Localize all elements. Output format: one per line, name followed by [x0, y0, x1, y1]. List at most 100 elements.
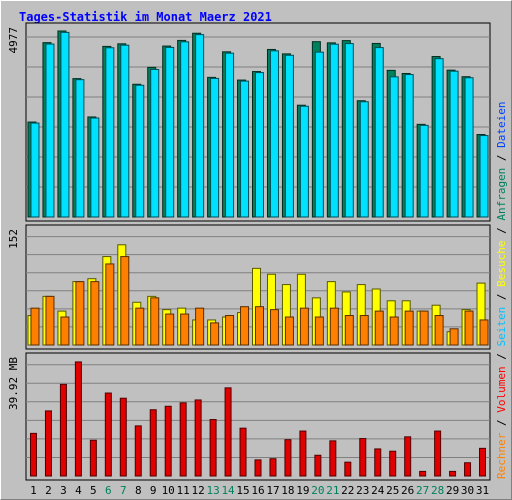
bar-dateien-10	[165, 46, 175, 218]
x-tick-label: 27	[416, 484, 429, 497]
legend-item-besuche: Besuche	[495, 241, 508, 287]
bar-volumen-12	[194, 399, 202, 477]
bar-seiten-26	[404, 310, 414, 346]
x-tick-label: 3	[60, 484, 67, 497]
bar-volumen-3	[59, 383, 67, 477]
bar-dateien-17	[269, 50, 279, 218]
bar-seiten-18	[284, 316, 294, 346]
x-tick-label: 2	[45, 484, 52, 497]
bar-dateien-21	[329, 43, 339, 218]
bar-seiten-5	[90, 281, 100, 346]
bar-dateien-20	[314, 51, 324, 218]
bar-volumen-26	[404, 436, 412, 477]
y-axis-max-label: 4977	[7, 27, 20, 54]
bar-volumen-22	[344, 461, 352, 477]
bar-volumen-21	[329, 440, 337, 477]
bar-seiten-25	[389, 316, 399, 346]
x-tick-label: 24	[371, 484, 385, 497]
bar-volumen-25	[389, 450, 397, 477]
x-tick-label: 8	[135, 484, 142, 497]
bar-volumen-2	[44, 410, 52, 477]
x-tick-label: 26	[401, 484, 414, 497]
bar-dateien-22	[344, 43, 354, 218]
x-tick-label: 16	[251, 484, 264, 497]
bar-dateien-13	[210, 77, 220, 218]
bar-volumen-18	[284, 439, 292, 477]
x-axis-tick-labels: 1 2 3 4 5 6 7 8 9 10 11 12 13 14 15 16 17 18 19 20 21 22 23 24 2…	[30, 484, 489, 497]
x-tick-label: 23	[356, 484, 369, 497]
legend-item-volumen: Volumen	[495, 366, 508, 412]
bar-dateien-14	[225, 52, 235, 218]
bar-seiten-24	[374, 310, 384, 346]
bar-seiten-10	[165, 313, 175, 346]
bar-volumen-5	[89, 439, 97, 477]
x-tick-label: 30	[461, 484, 474, 497]
bar-volumen-7	[119, 397, 127, 477]
bar-dateien-1	[30, 122, 40, 218]
bar-volumen-9	[149, 409, 157, 477]
bar-volumen-8	[134, 425, 142, 477]
series-volumen	[29, 361, 487, 477]
bar-dateien-15	[240, 80, 250, 218]
bar-dateien-16	[255, 72, 264, 218]
chart-panels: 4977 152 39.92 MB	[7, 22, 491, 481]
legend-item-anfragen: Anfragen	[495, 168, 508, 221]
x-tick-label: 13	[206, 484, 219, 497]
bar-seiten-29	[449, 328, 459, 346]
x-tick-label: 29	[446, 484, 459, 497]
bar-volumen-28	[434, 430, 442, 477]
x-tick-label: 19	[296, 484, 309, 497]
bar-volumen-20	[314, 454, 322, 477]
legend-separator: /	[495, 221, 508, 241]
legend-text: Rechner / Volumen / Seiten / Besuche / A…	[495, 101, 508, 479]
bar-seiten-6	[105, 263, 115, 346]
x-tick-label: 17	[266, 484, 279, 497]
bar-volumen-13	[209, 419, 217, 477]
legend-separator: /	[495, 347, 508, 367]
bar-volumen-1	[29, 432, 37, 477]
x-tick-label: 9	[150, 484, 157, 497]
bar-volumen-31	[479, 447, 487, 477]
bar-seiten-21	[329, 307, 339, 346]
bar-dateien-18	[284, 54, 294, 218]
bar-volumen-27	[419, 470, 427, 477]
panel-pages-visits: 152	[7, 224, 491, 350]
bar-seiten-4	[75, 281, 85, 346]
bar-dateien-29	[449, 70, 459, 218]
bar-seiten-8	[135, 307, 145, 346]
bar-seiten-27	[419, 310, 429, 346]
legend: Rechner / Volumen / Seiten / Besuche / A…	[495, 101, 508, 479]
bar-volumen-16	[254, 459, 262, 477]
legend-separator: /	[495, 413, 508, 433]
bar-seiten-13	[210, 322, 220, 346]
legend-item-rechner: Rechner	[495, 432, 508, 479]
bar-seiten-23	[359, 315, 369, 346]
bar-volumen-4	[74, 361, 82, 477]
bar-volumen-15	[239, 427, 247, 477]
legend-separator: /	[495, 148, 508, 168]
legend-item-seiten: Seiten	[495, 307, 508, 347]
bar-dateien-11	[180, 41, 190, 218]
bar-seiten-16	[255, 306, 264, 346]
bar-dateien-27	[419, 124, 429, 218]
x-tick-label: 5	[90, 484, 97, 497]
bar-dateien-4	[75, 79, 85, 218]
legend-separator: /	[495, 287, 508, 307]
panel-frame	[25, 352, 491, 481]
panel-requests: 4977	[7, 22, 491, 222]
bar-volumen-14	[224, 387, 232, 477]
x-tick-label: 14	[221, 484, 235, 497]
series-dateien	[30, 31, 489, 218]
bar-seiten-11	[180, 313, 190, 346]
x-tick-label: 22	[341, 484, 354, 497]
x-tick-label: 6	[105, 484, 112, 497]
bar-dateien-9	[150, 68, 160, 218]
bar-dateien-5	[90, 117, 100, 218]
bar-volumen-19	[299, 430, 307, 477]
x-tick-label: 15	[236, 484, 249, 497]
x-tick-label: 21	[326, 484, 339, 497]
bar-dateien-30	[464, 77, 474, 218]
bar-dateien-25	[389, 76, 399, 218]
bar-volumen-24	[374, 448, 382, 477]
bar-dateien-24	[374, 47, 384, 218]
